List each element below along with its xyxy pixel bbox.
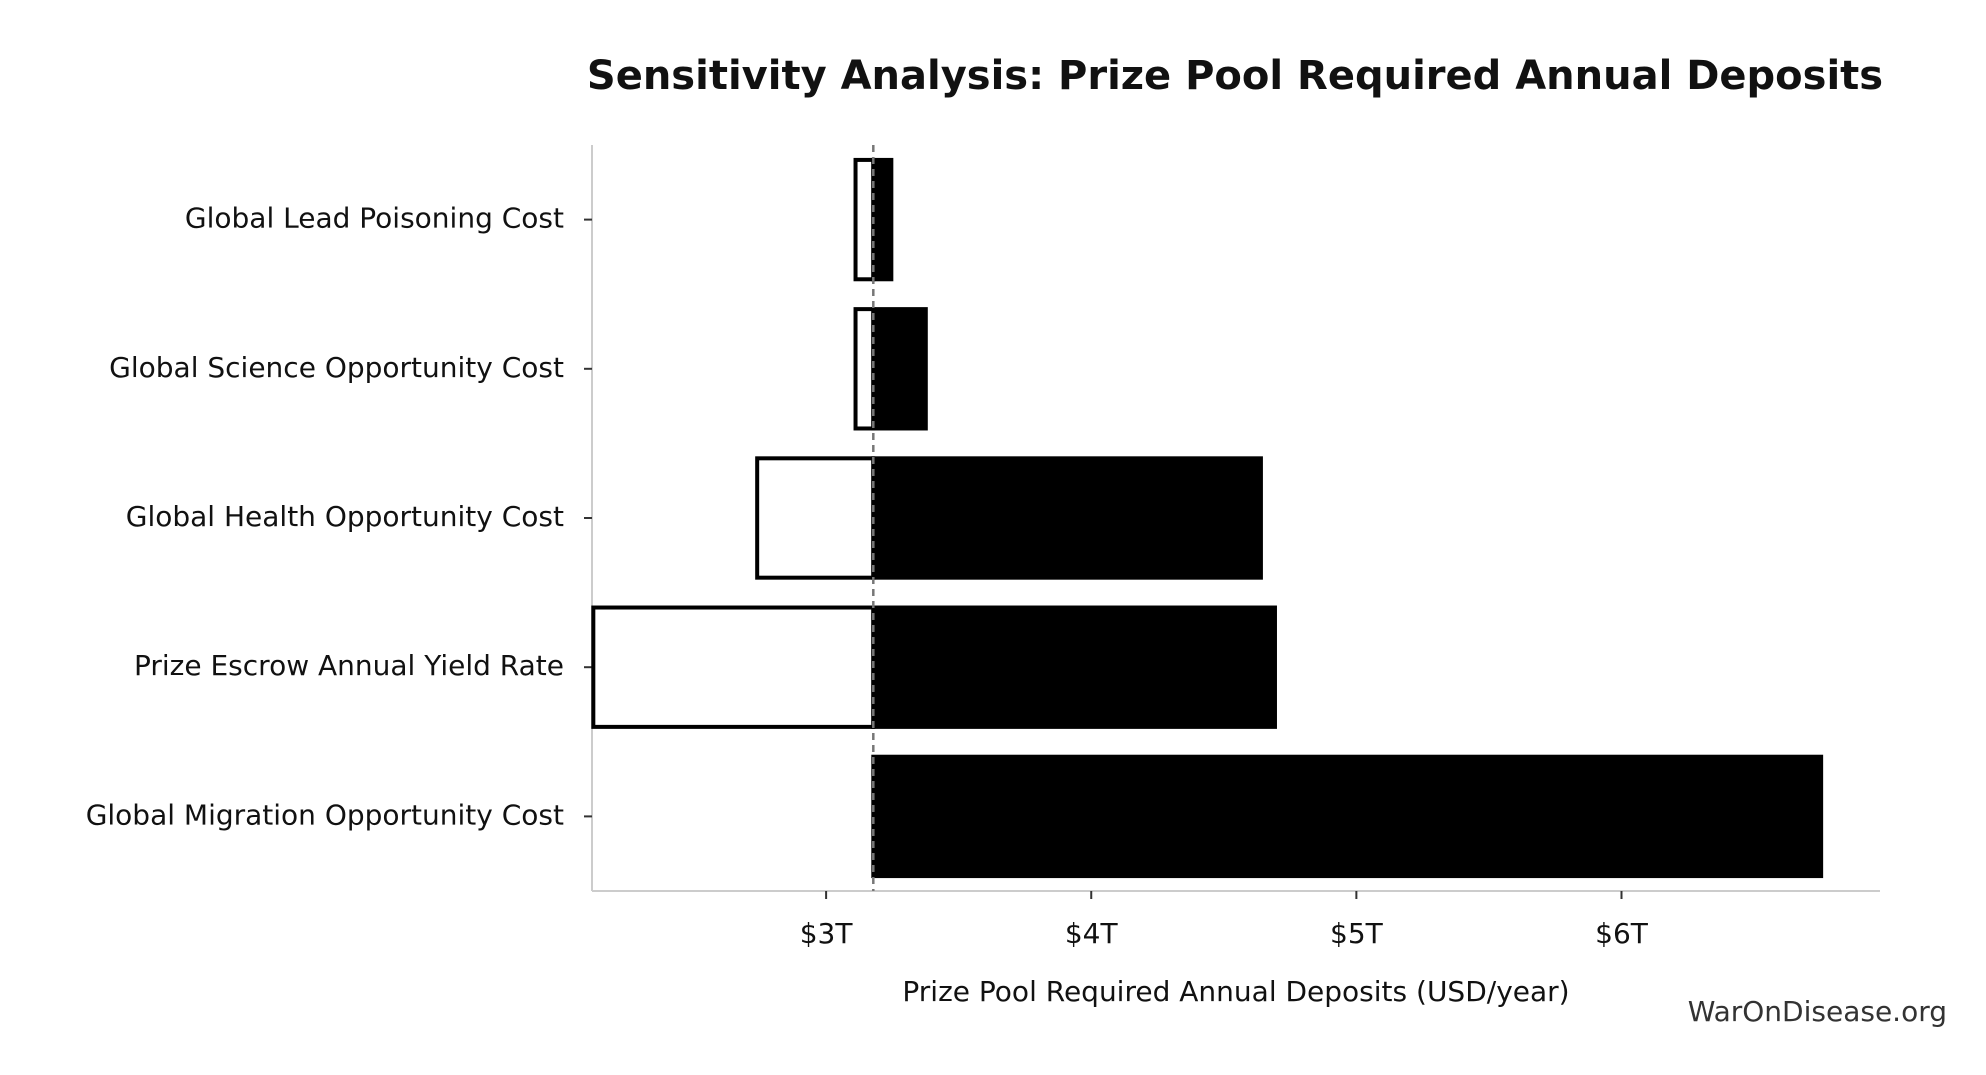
x-tick-label: $6T bbox=[1595, 917, 1649, 950]
high-bar bbox=[871, 754, 1824, 879]
x-tick-label: $3T bbox=[800, 917, 854, 950]
low-bar bbox=[853, 307, 876, 431]
y-tick-label: Prize Escrow Annual Yield Rate bbox=[134, 649, 564, 682]
y-tick-label: Global Lead Poisoning Cost bbox=[185, 202, 564, 235]
low-bar bbox=[853, 157, 876, 282]
x-axis-label: Prize Pool Required Annual Deposits (USD… bbox=[902, 975, 1569, 1008]
high-bar bbox=[871, 307, 928, 431]
low-bar bbox=[591, 605, 876, 729]
y-tick-label: Global Migration Opportunity Cost bbox=[86, 798, 564, 831]
watermark: WarOnDisease.org bbox=[1688, 995, 1947, 1028]
high-bar bbox=[871, 605, 1277, 729]
x-tick-label: $4T bbox=[1065, 917, 1119, 950]
x-tick-label: $5T bbox=[1330, 917, 1384, 950]
chart-title: Sensitivity Analysis: Prize Pool Require… bbox=[587, 53, 1883, 99]
high-bar bbox=[871, 157, 894, 282]
high-bar bbox=[871, 456, 1263, 580]
low-bar bbox=[755, 456, 876, 580]
y-tick-label: Global Science Opportunity Cost bbox=[109, 351, 564, 384]
y-tick-label: Global Health Opportunity Cost bbox=[126, 500, 564, 533]
